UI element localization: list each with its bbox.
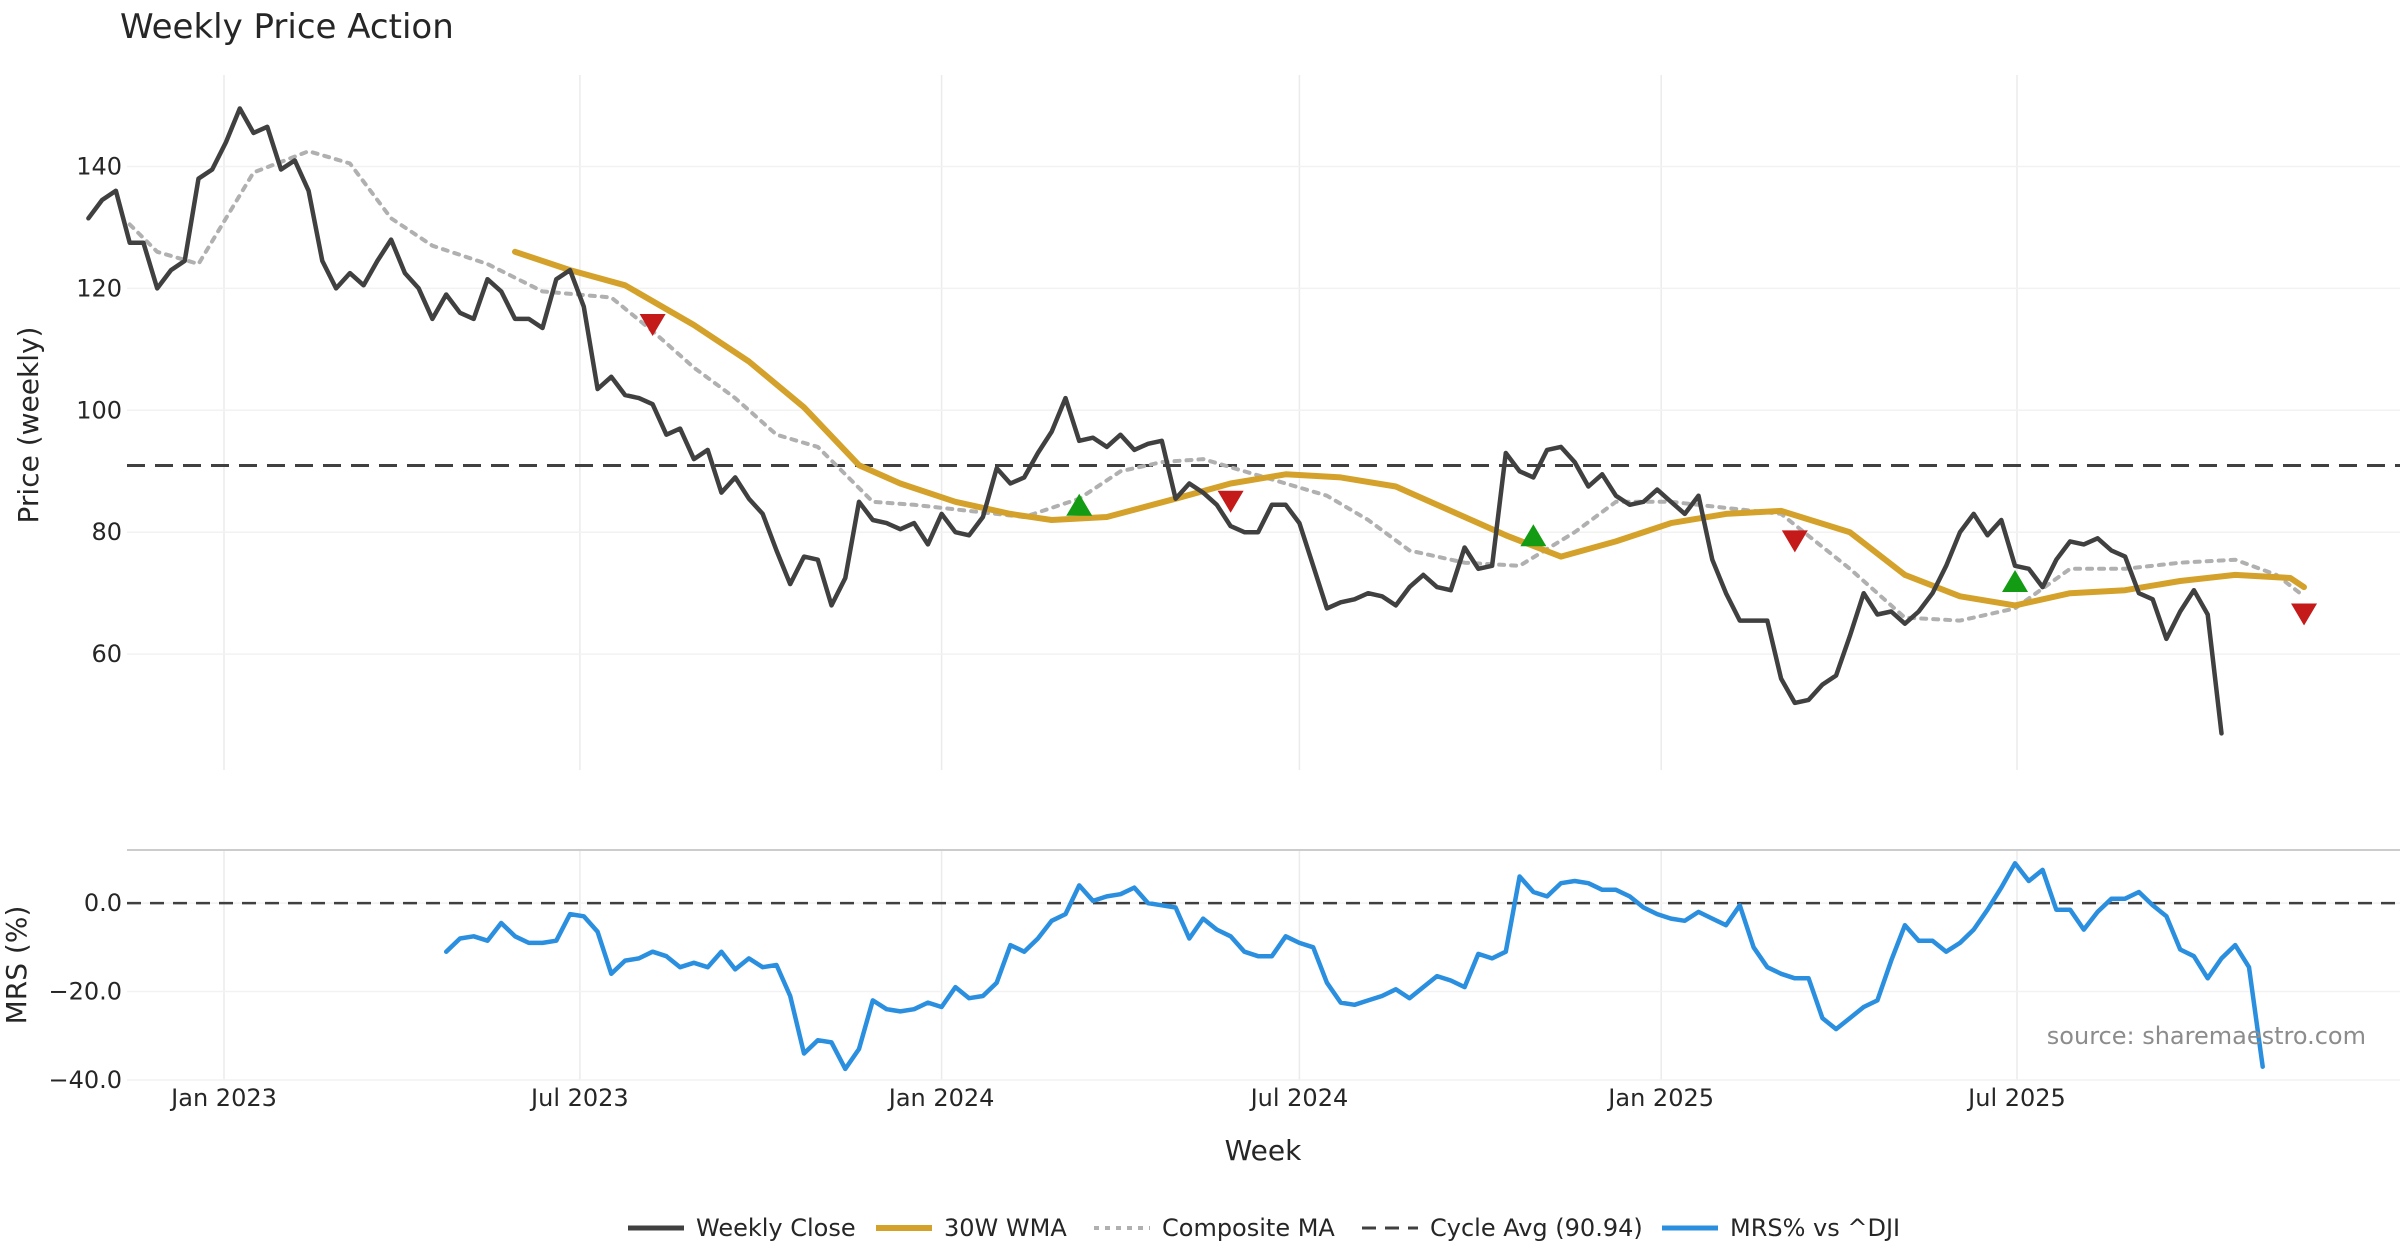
buy-signal-marker — [2002, 570, 2029, 593]
mrs-y-tick-label: −20.0 — [48, 978, 122, 1006]
axes: Jan 2023 Jul 2023 Jan 2024 Jul 2024 Jan 2025… — [48, 152, 2400, 1112]
legend-label-mrs: MRS% vs ^DJI — [1730, 1214, 1900, 1242]
source-note: source: sharemaestro.com — [2047, 1022, 2366, 1050]
sell-signal-marker — [1217, 490, 1244, 513]
legend-label-wma-30w: 30W WMA — [944, 1214, 1067, 1242]
x-tick-label: Jan 2024 — [887, 1084, 995, 1112]
mrs-line — [443, 861, 2265, 1072]
x-tick-label: Jul 2023 — [529, 1084, 629, 1112]
chart-title: Weekly Price Action — [120, 7, 454, 47]
legend-label-composite-ma: Composite MA — [1162, 1214, 1335, 1242]
wma-30w-line — [512, 248, 2307, 609]
price-y-tick-label: 100 — [76, 396, 122, 424]
x-axis-title: Week — [1225, 1134, 1302, 1167]
x-tick-label: Jan 2023 — [169, 1084, 277, 1112]
price-y-tick-label: 140 — [76, 152, 122, 180]
mrs-axis-title: MRS (%) — [0, 906, 33, 1025]
price-y-tick-label: 60 — [91, 640, 122, 668]
buy-signal-marker — [1066, 493, 1093, 516]
composite-ma-line — [127, 149, 2306, 623]
mrs-y-tick-label: 0.0 — [84, 889, 122, 917]
legend: Weekly Close 30W WMA Composite MA Cycle Avg… — [628, 1214, 1900, 1242]
price-panel — [86, 106, 2400, 736]
sell-signal-marker — [1781, 530, 1808, 553]
x-tick-label: Jul 2024 — [1249, 1084, 1349, 1112]
mrs-panel — [127, 861, 2400, 1072]
sell-signal-marker — [2291, 603, 2318, 626]
legend-label-cycle-avg: Cycle Avg (90.94) — [1430, 1214, 1643, 1242]
price-axis-title: Price (weekly) — [12, 327, 45, 524]
price-y-tick-label: 120 — [76, 274, 122, 302]
sell-signal-marker — [639, 313, 666, 336]
mrs-y-tick-label: −40.0 — [48, 1066, 122, 1094]
legend-label-weekly-close: Weekly Close — [696, 1214, 856, 1242]
price-y-tick-label: 80 — [91, 518, 122, 546]
weekly-close-line — [86, 106, 2224, 736]
x-tick-label: Jan 2025 — [1606, 1084, 1714, 1112]
x-tick-label: Jul 2025 — [1966, 1084, 2066, 1112]
buy-signal-marker — [1520, 524, 1547, 547]
